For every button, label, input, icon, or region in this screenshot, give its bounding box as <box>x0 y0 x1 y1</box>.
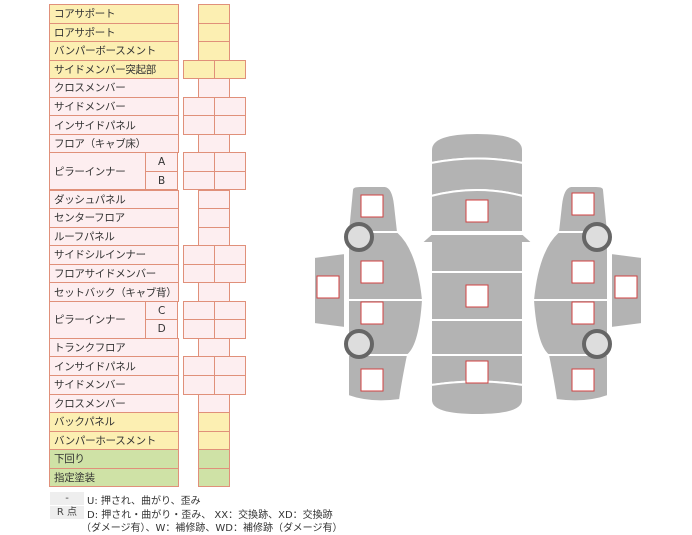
row-label: バックパネル <box>49 412 179 432</box>
input-cell[interactable] <box>214 263 246 284</box>
legend-text: D: 押され・曲がり・歪み、 XX：交換跡、XD：交換跡 <box>87 510 333 521</box>
marker-box[interactable] <box>614 275 638 299</box>
row-label: センターフロア <box>49 208 179 228</box>
row-label: インサイドパネル <box>49 115 179 135</box>
row-label: バンパーボースメント <box>49 41 179 61</box>
row-label: バンパーホースメント <box>49 430 179 451</box>
marker-box[interactable] <box>571 192 595 216</box>
legend-key: - <box>50 492 84 505</box>
input-cell[interactable] <box>214 170 246 191</box>
marker-box[interactable] <box>465 360 489 384</box>
center-back <box>430 380 524 417</box>
wheel-icon <box>344 222 374 252</box>
input-cell[interactable] <box>214 59 246 80</box>
marker-box[interactable] <box>360 194 384 218</box>
row-label: サイドメンバー <box>49 96 179 117</box>
marker-box[interactable] <box>360 301 384 325</box>
input-cell[interactable] <box>214 115 246 135</box>
row-label: ピラーインナー <box>49 152 146 191</box>
row-label: 指定塗装 <box>49 467 179 488</box>
row-label: クロスメンバー <box>49 393 179 414</box>
marker-box[interactable] <box>316 275 340 299</box>
input-cell[interactable] <box>214 375 246 395</box>
marker-box[interactable] <box>465 284 489 308</box>
center-rear <box>430 319 524 356</box>
wheel-icon <box>582 329 612 359</box>
marker-box[interactable] <box>360 368 384 392</box>
input-cell[interactable] <box>214 319 246 339</box>
wheel-icon <box>344 329 374 359</box>
input-cell[interactable] <box>198 467 230 488</box>
row-label: サイドメンバー突起部 <box>49 59 179 80</box>
row-label: ピラーインナー <box>49 300 146 339</box>
center-cabin <box>418 233 536 273</box>
row-label: クロスメンバー <box>49 78 179 98</box>
legend-text: （ダメージ有）、W：補修跡、WD：補修跡（ダメージ有） <box>81 523 343 534</box>
marker-box[interactable] <box>571 301 595 325</box>
marker-box[interactable] <box>571 368 595 392</box>
marker-box[interactable] <box>360 260 384 284</box>
legend-text: U: 押され、曲がり、歪み <box>87 496 201 507</box>
marker-box[interactable] <box>465 199 489 223</box>
row-label: フロア（キャブ床） <box>49 133 179 154</box>
legend-key: R 点 <box>50 506 84 519</box>
row-label: フロアサイドメンバー <box>49 263 179 284</box>
marker-box[interactable] <box>571 260 595 284</box>
row-sublabel: C <box>145 300 178 321</box>
wheel-icon <box>582 222 612 252</box>
row-label: サイドシルインナー <box>49 245 179 265</box>
row-sublabel: A <box>145 152 178 172</box>
